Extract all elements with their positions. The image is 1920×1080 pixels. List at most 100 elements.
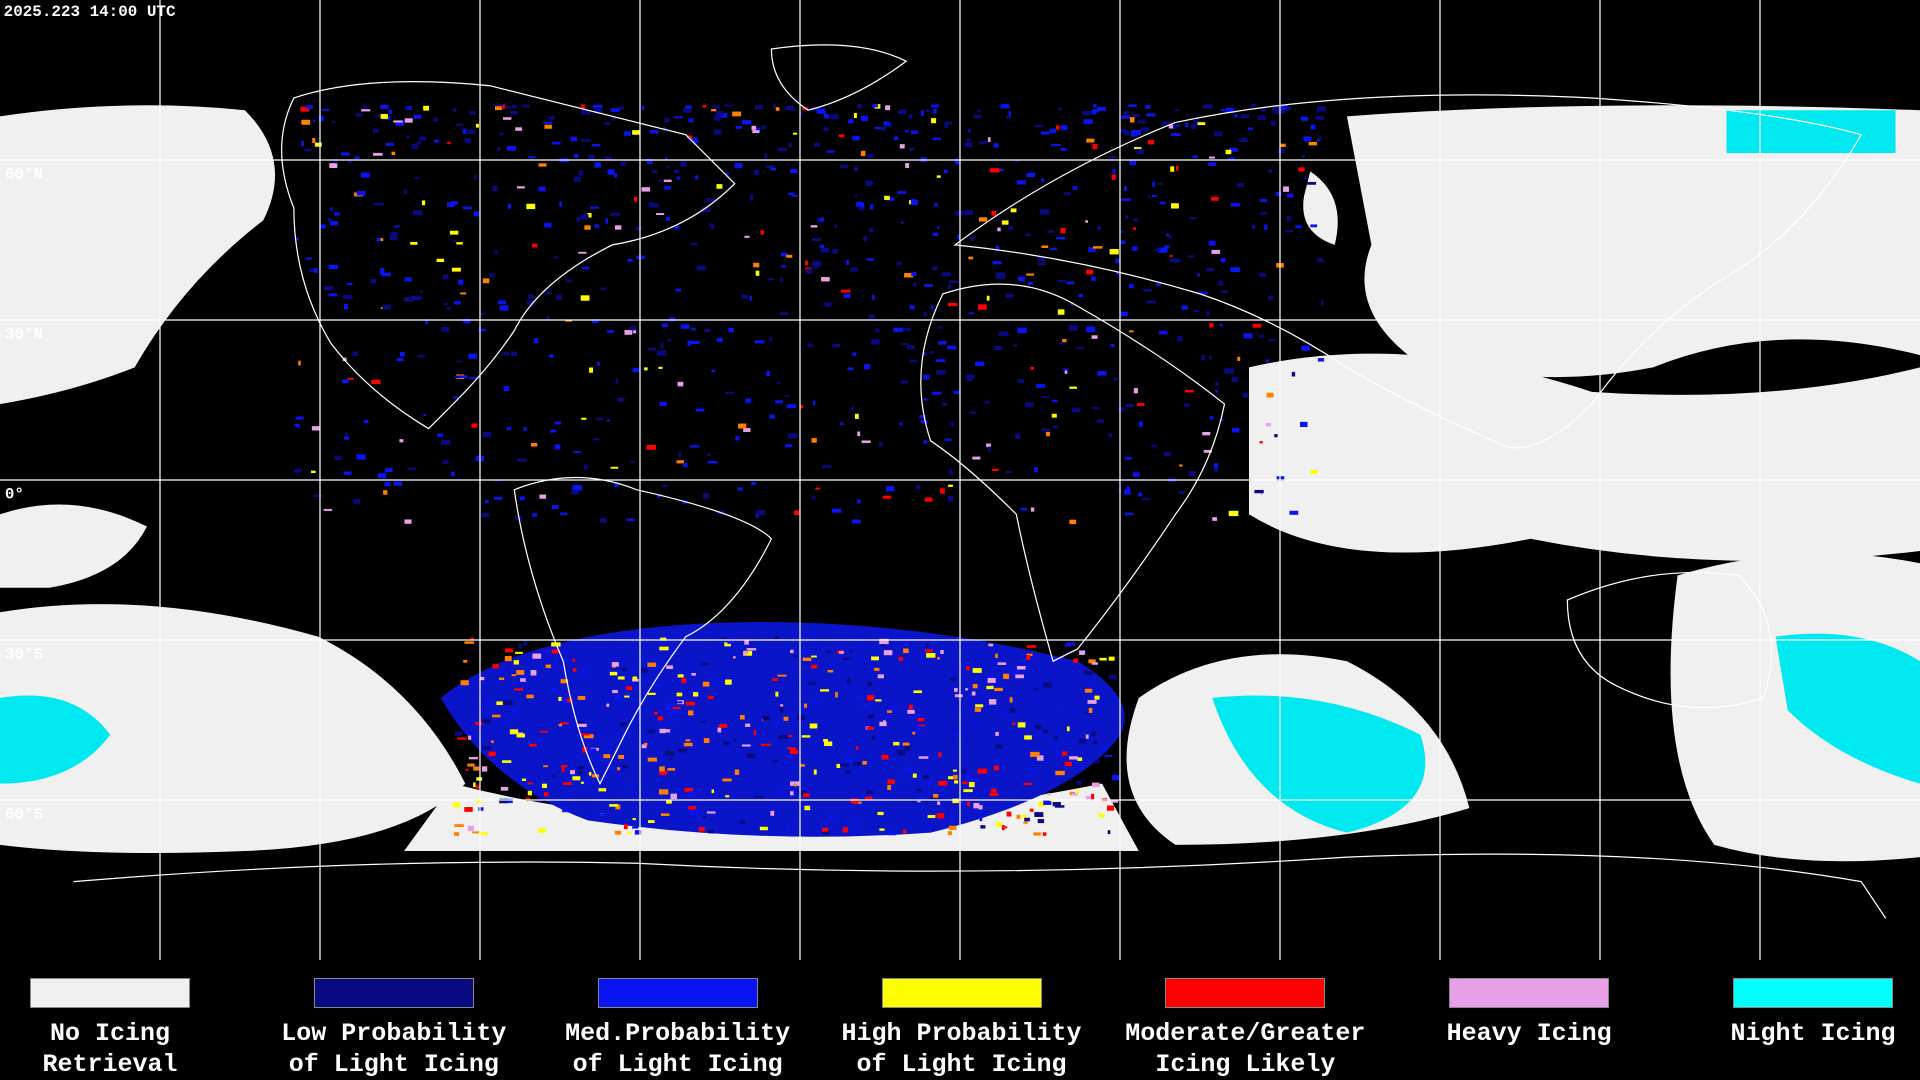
speckle xyxy=(352,351,358,357)
speckle xyxy=(393,481,403,486)
legend-label-line: Heavy Icing xyxy=(1446,1019,1612,1048)
speckle xyxy=(691,327,696,331)
speckle xyxy=(930,305,934,310)
speckle xyxy=(1104,754,1113,757)
speckle xyxy=(1171,203,1179,209)
speckle xyxy=(1060,125,1068,131)
speckle xyxy=(1284,229,1294,233)
speckle xyxy=(992,261,1002,265)
speckle xyxy=(995,653,998,659)
speckle xyxy=(1169,255,1173,258)
speckle xyxy=(1136,148,1144,155)
speckle xyxy=(1097,106,1106,111)
speckle xyxy=(770,810,775,816)
speckle xyxy=(405,106,412,110)
speckle xyxy=(680,324,690,329)
speckle xyxy=(881,644,885,647)
cloud-cover xyxy=(0,105,1920,862)
speckle xyxy=(496,701,505,706)
speckle xyxy=(835,692,838,698)
speckle xyxy=(1001,220,1009,225)
speckle xyxy=(713,129,722,135)
speckle xyxy=(1291,371,1296,377)
legend-label: High Probability of Light Icing xyxy=(820,1018,1104,1080)
speckle xyxy=(318,115,324,122)
speckle xyxy=(836,763,841,768)
speckle xyxy=(665,217,670,221)
speckle xyxy=(1091,793,1095,800)
speckle xyxy=(703,738,710,744)
speckle xyxy=(973,114,983,118)
speckle xyxy=(1209,156,1215,159)
speckle xyxy=(620,161,626,166)
speckle xyxy=(441,326,450,332)
speckle xyxy=(904,745,910,752)
legend-label: No Icing Retrieval xyxy=(0,1018,252,1080)
speckle xyxy=(538,186,546,192)
speckle xyxy=(706,453,711,457)
speckle xyxy=(488,273,495,278)
speckle xyxy=(622,764,629,769)
speckle xyxy=(544,291,553,294)
speckle xyxy=(917,717,925,722)
speckle xyxy=(1168,235,1172,239)
speckle xyxy=(685,105,692,109)
speckle xyxy=(462,206,472,210)
speckle xyxy=(723,741,730,746)
speckle xyxy=(1077,757,1083,761)
speckle xyxy=(688,791,696,797)
speckle xyxy=(969,411,977,414)
speckle xyxy=(780,789,784,795)
speckle xyxy=(647,757,657,762)
speckle xyxy=(1145,104,1151,109)
speckle xyxy=(675,288,682,292)
speckle xyxy=(1228,510,1239,517)
speckle xyxy=(820,217,824,222)
speckle xyxy=(1213,463,1219,468)
speckle xyxy=(1085,795,1093,801)
legend-label: Moderate/Greater Icing Likely xyxy=(1103,1018,1387,1080)
speckle xyxy=(1298,167,1305,172)
speckle xyxy=(1234,114,1238,118)
speckle xyxy=(737,487,743,491)
speckle xyxy=(558,723,562,727)
speckle xyxy=(780,704,784,707)
speckle xyxy=(774,636,780,640)
speckle xyxy=(614,225,622,230)
speckle xyxy=(385,142,394,146)
speckle xyxy=(767,278,775,281)
speckle xyxy=(532,243,538,248)
speckle xyxy=(548,116,555,120)
speckle xyxy=(954,780,959,784)
speckle xyxy=(879,828,885,831)
speckle xyxy=(1014,433,1021,439)
speckle xyxy=(962,781,968,785)
speckle xyxy=(660,343,664,349)
speckle xyxy=(823,127,829,131)
speckle xyxy=(471,423,478,428)
speckle xyxy=(926,109,931,112)
speckle xyxy=(453,240,457,243)
speckle xyxy=(974,708,982,712)
speckle xyxy=(482,746,492,750)
speckle xyxy=(479,312,485,315)
legend-swatch xyxy=(1733,978,1893,1008)
speckle xyxy=(313,268,318,273)
speckle xyxy=(822,827,829,832)
speckle xyxy=(1123,130,1129,136)
speckle xyxy=(1177,335,1183,342)
legend-label-line: Moderate/Greater xyxy=(1125,1019,1366,1048)
speckle xyxy=(909,200,913,205)
speckle xyxy=(786,254,793,258)
speckle xyxy=(449,201,458,205)
speckle xyxy=(805,260,808,266)
speckle xyxy=(997,662,1007,665)
speckle xyxy=(688,639,694,643)
speckle xyxy=(1206,268,1215,272)
speckle xyxy=(606,743,612,747)
speckle xyxy=(419,290,423,293)
speckle xyxy=(944,438,952,441)
speckle xyxy=(1058,107,1062,111)
speckle xyxy=(780,277,784,282)
speckle xyxy=(632,826,639,829)
